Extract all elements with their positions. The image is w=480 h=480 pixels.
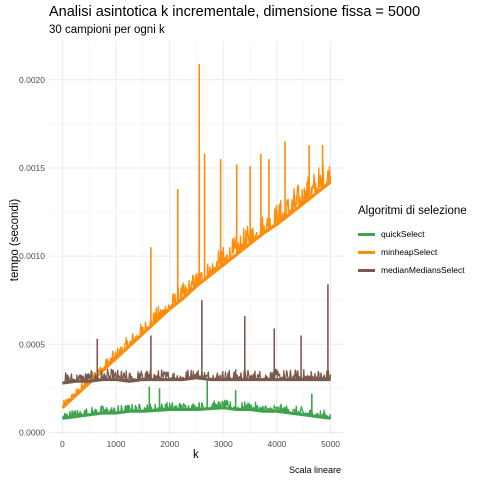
x-tick-label: 2000: [160, 439, 179, 449]
legend-item-medianmediansselect: medianMediansSelect: [358, 261, 467, 279]
series-baseline-minheapselect: [61, 180, 332, 409]
legend-label-quickselect: quickSelect: [381, 229, 425, 239]
legend-swatch-quickselect: [358, 232, 375, 236]
y-tick-label: 0.0000: [19, 427, 45, 437]
x-tick-label: 3000: [214, 439, 233, 449]
y-axis-label: tempo (secondi): [9, 198, 21, 282]
y-tick-label: 0.0020: [19, 75, 45, 85]
y-tick-label: 0.0015: [19, 163, 45, 173]
chart-caption: Scala lineare: [288, 465, 341, 475]
x-tick-label: 0: [60, 439, 65, 449]
series-baseline-quickselect: [62, 406, 331, 420]
legend-swatch-medianmediansselect: [358, 268, 375, 272]
x-tick-label: 1000: [107, 439, 126, 449]
y-tick-label: 0.0010: [19, 251, 45, 261]
legend-label-medianmediansselect: medianMediansSelect: [381, 265, 465, 275]
x-axis-label: k: [193, 449, 199, 461]
x-tick-label: 5000: [321, 439, 340, 449]
y-tick-label: 0.0005: [19, 339, 45, 349]
legend-label-minheapselect: minheapSelect: [381, 247, 438, 257]
legend-item-minheapselect: minheapSelect: [358, 243, 467, 261]
legend-item-quickselect: quickSelect: [358, 225, 467, 243]
legend: Algoritmi di selezione quickSelect minhe…: [358, 205, 467, 279]
legend-swatch-minheapselect: [358, 250, 375, 254]
series-baseline-medianmediansselect: [62, 376, 331, 385]
chart-title: Analisi asintotica k incrementale, dimen…: [49, 4, 421, 20]
legend-title: Algoritmi di selezione: [358, 205, 467, 217]
chart-subtitle: 30 campioni per ogni k: [49, 24, 165, 36]
series-line-medianmediansselect: [61, 368, 332, 384]
x-tick-label: 4000: [267, 439, 286, 449]
